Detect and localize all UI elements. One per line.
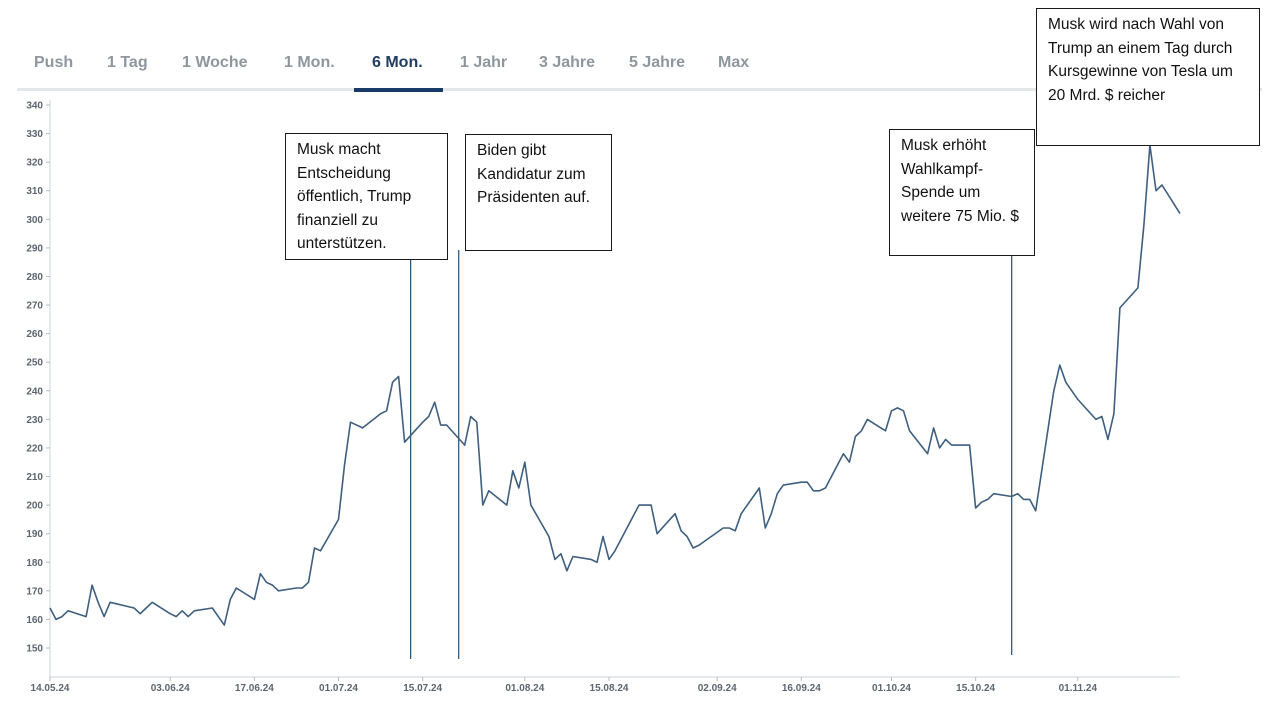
tab-3-jahre[interactable]: 3 Jahre — [539, 54, 596, 71]
y-tick-label: 210 — [26, 472, 43, 483]
tab-divider — [17, 88, 1262, 91]
x-tick-labels: 14.05.24 03.06.24 17.06.24 01.07.24 15.07.24… — [31, 677, 1098, 694]
y-tick-label: 310 — [26, 186, 43, 197]
y-tick-label: 180 — [26, 558, 43, 569]
y-tick-label: 290 — [26, 243, 43, 254]
y-tick-label: 240 — [26, 386, 43, 397]
y-tick-label: 260 — [26, 329, 43, 340]
price-series-line — [49, 144, 1181, 626]
x-tick-label: 01.07.24 — [319, 683, 358, 694]
x-tick-label: 03.06.24 — [151, 683, 190, 694]
tab-1-jahr[interactable]: 1 Jahr — [460, 54, 508, 71]
active-tab-indicator — [354, 88, 443, 92]
x-tick-label: 01.11.24 — [1059, 683, 1098, 694]
x-tick-label: 01.10.24 — [872, 683, 911, 694]
tab-1-tag[interactable]: 1 Tag — [107, 54, 148, 71]
y-tick-label: 250 — [26, 358, 43, 369]
y-tick-label: 270 — [26, 301, 43, 312]
tab-1-mon[interactable]: 1 Mon. — [284, 54, 335, 71]
y-tick-label: 330 — [26, 129, 43, 140]
x-tick-label: 15.08.24 — [590, 683, 629, 694]
annotation-trump-support: Musk macht Entscheidung öffentlich, Trum… — [285, 133, 448, 260]
tab-5-jahre[interactable]: 5 Jahre — [629, 54, 686, 71]
y-tick-label: 150 — [26, 644, 43, 655]
y-tick-label: 200 — [26, 501, 43, 512]
annotation-biden-withdrawal: Biden gibt Kandidatur zum Präsidenten au… — [465, 134, 612, 251]
tab-1-woche[interactable]: 1 Woche — [182, 54, 248, 71]
y-tick-label: 280 — [26, 272, 43, 283]
tab-max[interactable]: Max — [718, 54, 750, 71]
y-tick-label: 340 — [26, 101, 43, 112]
x-tick-label: 16.09.24 — [782, 683, 821, 694]
tab-6-mon[interactable]: 6 Mon. — [372, 54, 423, 71]
x-tick-label: 01.08.24 — [505, 683, 544, 694]
x-tick-label: 15.10.24 — [956, 683, 995, 694]
y-tick-label: 190 — [26, 529, 43, 540]
y-tick-label: 170 — [26, 586, 43, 597]
event-marker-lines — [410, 250, 1013, 659]
annotation-campaign-donation: Musk erhöht Wahlkampf-Spende um weitere … — [889, 129, 1035, 256]
y-tick-label: 300 — [26, 215, 43, 226]
x-tick-label: 02.09.24 — [698, 683, 737, 694]
y-tick-label: 160 — [26, 615, 43, 626]
y-tick-labels: 150 160 170 180 190 200 210 220 230 240 250 260 270 2… — [26, 101, 50, 655]
x-tick-label: 14.05.24 — [31, 683, 70, 694]
tab-push[interactable]: Push — [34, 54, 74, 71]
y-tick-label: 220 — [26, 443, 43, 454]
annotation-election-gain: Musk wird nach Wahl von Trump an einem T… — [1036, 8, 1260, 146]
x-tick-label: 15.07.24 — [403, 683, 442, 694]
x-tick-label: 17.06.24 — [235, 683, 274, 694]
y-tick-label: 230 — [26, 415, 43, 426]
y-tick-label: 320 — [26, 158, 43, 169]
